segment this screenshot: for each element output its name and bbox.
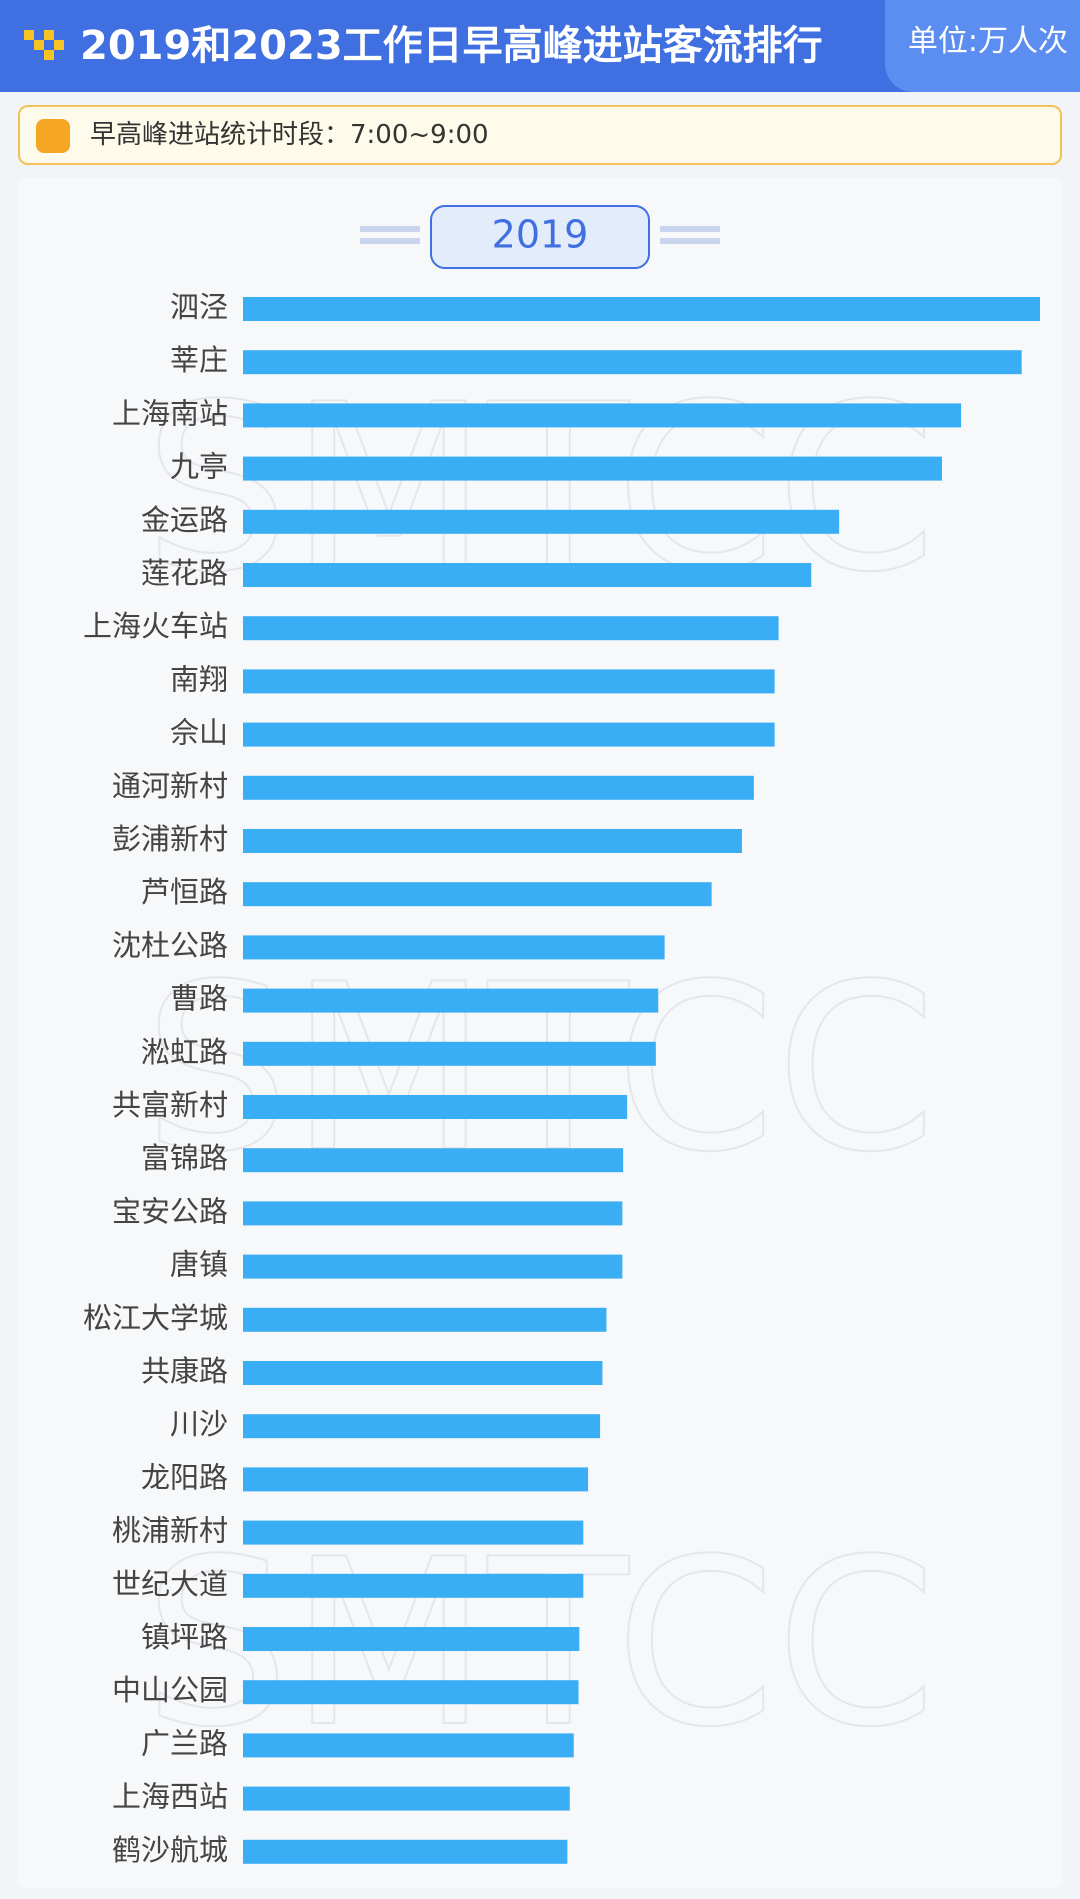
category-label: 鹤沙航城 (112, 1833, 228, 1867)
bar (243, 297, 1040, 321)
bar (243, 1148, 624, 1173)
unit-box: 单位:万人次 (885, 0, 1080, 92)
bar (243, 616, 779, 641)
bar (243, 1520, 584, 1545)
note-text: 早高峰进站统计时段：7:00~9:00 (90, 120, 489, 150)
bar (243, 456, 942, 481)
category-label: 曹路 (170, 982, 228, 1016)
category-label: 莘庄 (170, 343, 228, 377)
category-label: 沈杜公路 (112, 928, 228, 962)
bar (243, 1627, 580, 1651)
logo-icon (24, 30, 64, 60)
category-label: 中山公园 (112, 1673, 228, 1707)
category-label: 淞虹路 (141, 1035, 228, 1069)
category-label: 佘山 (170, 716, 228, 750)
category-label: 共富新村 (112, 1088, 228, 1122)
bar (243, 988, 659, 1013)
category-label: 松江大学城 (83, 1301, 228, 1335)
bar (243, 1573, 584, 1598)
category-label: 广兰路 (141, 1726, 228, 1760)
year-tab (430, 205, 650, 269)
note-box: 早高峰进站统计时段：7:00~9:00 (18, 105, 1062, 165)
category-label: 上海南站 (112, 396, 228, 430)
category-label: 上海西站 (112, 1780, 228, 1814)
bar (243, 1201, 623, 1226)
category-label: 川沙 (170, 1407, 228, 1441)
bar (243, 775, 754, 800)
category-label: 彭浦新村 (112, 822, 228, 856)
bar (243, 1680, 579, 1705)
tab-decor (360, 226, 720, 244)
bar (243, 1254, 623, 1279)
category-label: 芦恒路 (141, 875, 228, 909)
bar (243, 1041, 656, 1066)
bar (243, 350, 1022, 375)
bar (243, 1467, 589, 1492)
category-label: 南翔 (170, 662, 228, 696)
category-label: 共康路 (141, 1354, 228, 1388)
category-label: 泗泾 (170, 290, 228, 324)
bar (243, 403, 962, 428)
bar (243, 722, 775, 747)
chart-title: 2019 (492, 213, 589, 257)
category-label: 通河新村 (112, 769, 228, 803)
header: 2019和2023工作日早高峰进站客流排行 单位:万人次 (0, 0, 1080, 92)
bar (243, 1733, 574, 1758)
bar (243, 1361, 603, 1385)
bar (243, 1786, 570, 1811)
bar (243, 829, 742, 853)
bar (243, 509, 840, 534)
category-label: 世纪大道 (112, 1567, 228, 1601)
category-label: 莲花路 (141, 556, 228, 590)
link-icon (36, 119, 70, 153)
category-label: 镇坪路 (141, 1620, 228, 1654)
bar (243, 563, 812, 587)
bar (243, 1307, 607, 1332)
bar (243, 1095, 628, 1119)
bar (243, 1414, 601, 1439)
category-label: 金运路 (141, 503, 228, 537)
bar (243, 882, 712, 907)
category-label: 富锦路 (141, 1141, 228, 1175)
category-label: 上海火车站 (83, 609, 228, 643)
bar (243, 935, 665, 960)
category-label: 龙阳路 (141, 1460, 228, 1494)
category-label: 九亭 (170, 450, 228, 484)
category-label: 桃浦新村 (112, 1514, 228, 1548)
bar (243, 669, 775, 694)
category-label: 宝安公路 (112, 1194, 228, 1228)
unit: 单位:万人次 (907, 24, 1068, 59)
category-label: 唐镇 (170, 1248, 228, 1282)
bar (243, 1839, 568, 1864)
title: 2019和2023工作日早高峰进站客流排行 (80, 23, 823, 69)
